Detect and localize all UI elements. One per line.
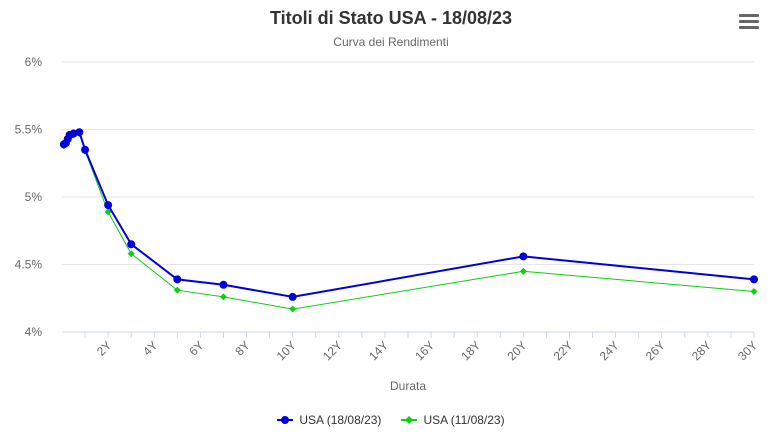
y-tick-label: 5% (25, 190, 43, 204)
series-11-08-point (219, 293, 227, 301)
series-18-08-point (81, 145, 90, 154)
x-tick-label: 22Y (551, 338, 576, 363)
x-tick-label: 6Y (186, 338, 206, 358)
diamond-marker-icon (401, 416, 418, 424)
series-18-08-point (127, 240, 136, 249)
series-18-08-point (750, 275, 758, 284)
x-tick-label: 4Y (140, 338, 160, 358)
legend-label: USA (18/08/23) (299, 413, 382, 427)
x-tick-label: 12Y (320, 338, 345, 363)
y-tick-label: 4.5% (15, 258, 43, 272)
series-11-08-point (519, 267, 527, 275)
circle-marker-icon (277, 416, 294, 424)
legend-item[interactable]: USA (18/08/23) (277, 413, 381, 427)
y-tick-label: 4% (25, 325, 43, 339)
series-18-08-point (173, 275, 182, 284)
x-tick-label: 26Y (643, 338, 668, 363)
series-11-08-point (289, 305, 297, 313)
x-tick-label: 28Y (689, 338, 714, 363)
y-tick-label: 5.5% (15, 123, 43, 137)
series-18-08-point (219, 280, 228, 289)
series-18-08-point (519, 252, 528, 261)
x-tick-label: 24Y (597, 338, 622, 363)
series-18-08-point (288, 292, 297, 301)
series-11-08-point (173, 286, 181, 294)
chart-title: Titoli di Stato USA - 18/08/23 (269, 8, 513, 28)
x-axis-label: Durata (390, 379, 426, 393)
series-11-08-line (63, 133, 755, 310)
series-11-08-point (104, 208, 112, 216)
x-tick-label: 2Y (94, 338, 114, 358)
series-18-08-line (63, 131, 755, 298)
hamburger-menu-icon[interactable] (739, 14, 759, 32)
legend-item[interactable]: USA (11/08/23) (401, 413, 505, 427)
series-18-08-point (75, 128, 84, 137)
legend-label: USA (11/08/23) (423, 413, 505, 427)
chart-legend: USA (18/08/23) USA (11/08/23) (0, 413, 782, 427)
x-tick-label: 8Y (232, 338, 252, 358)
x-tick-label: 18Y (458, 338, 483, 363)
x-tick-label: 10Y (274, 338, 299, 363)
y-tick-label: 6% (25, 55, 43, 69)
x-tick-label: 20Y (504, 338, 529, 363)
x-tick-label: 16Y (412, 338, 437, 363)
chart-subtitle: Curva dei Rendimenti (333, 35, 449, 49)
x-tick-label: 14Y (366, 338, 391, 363)
series-11-08-point (127, 250, 135, 258)
x-tick-label: 30Y (735, 338, 760, 363)
series-18-08-point (104, 201, 113, 210)
series-11-08-point (750, 288, 758, 295)
